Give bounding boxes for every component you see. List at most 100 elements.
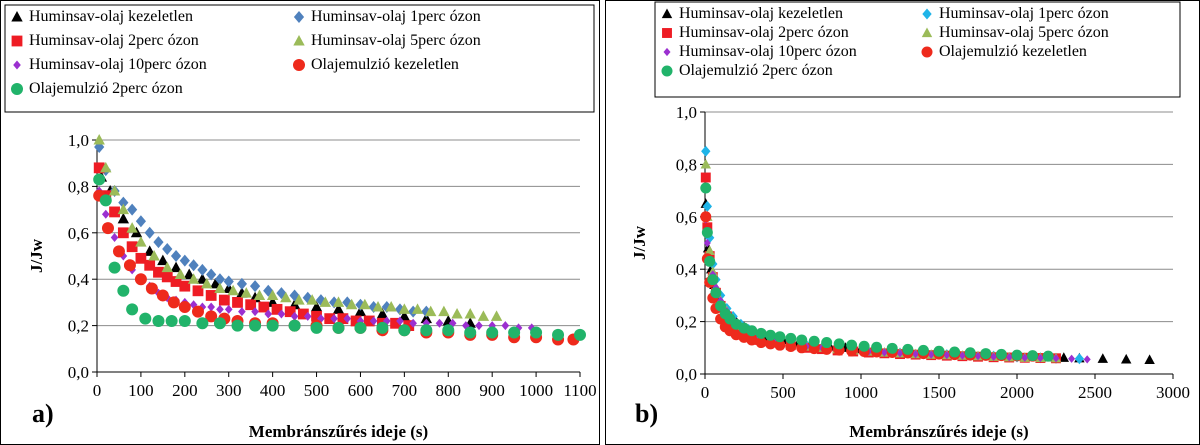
data-point: [117, 284, 130, 297]
x-tick-label: 1100: [563, 381, 596, 400]
data-point: [144, 226, 155, 239]
legend-marker: [661, 65, 673, 77]
data-point: [990, 352, 998, 361]
legend-label: Olajemulzió 2perc ózon: [29, 80, 183, 97]
legend-label: Huminsav-olaj 10perc ózon: [679, 43, 857, 60]
series-7: [93, 173, 586, 341]
data-point: [156, 289, 169, 302]
data-point: [403, 320, 415, 331]
data-point: [702, 200, 713, 212]
data-point: [263, 284, 274, 297]
data-point: [187, 273, 200, 284]
y-tick-label: 0,0: [676, 365, 697, 384]
data-point: [943, 351, 951, 360]
data-point: [949, 346, 961, 358]
data-point: [411, 303, 424, 314]
x-tick-label: 0: [701, 383, 710, 402]
data-point: [93, 134, 105, 145]
data-point: [700, 211, 712, 223]
data-point: [245, 299, 257, 311]
data-point: [933, 345, 945, 357]
data-point: [145, 282, 158, 295]
data-point: [236, 277, 247, 290]
legend-marker: [293, 59, 305, 71]
x-tick-label: 1000: [844, 383, 878, 402]
data-point: [178, 301, 191, 314]
data-point: [486, 326, 499, 339]
data-point: [774, 331, 786, 343]
chart-b: 0,0 0,2 0,4 0,6 0,8 1,0 0 500 1000 1500 2000 2500 30…: [605, 0, 1200, 445]
y-tick-label: 0,4: [68, 270, 90, 289]
data-point: [302, 291, 313, 304]
data-point: [846, 339, 858, 351]
data-point: [178, 314, 191, 327]
data-point: [258, 301, 270, 313]
data-point: [381, 301, 392, 314]
data-point: [232, 297, 243, 308]
data-point: [170, 250, 182, 262]
data-point: [249, 319, 262, 332]
data-point: [372, 301, 384, 312]
data-point: [345, 298, 358, 310]
data-point: [319, 296, 332, 307]
legend-label: Huminsav-olaj 1perc ózon: [311, 8, 481, 25]
x-axis-title: Membránszűrés ideje (s): [249, 422, 428, 441]
data-point: [152, 314, 165, 327]
legend-label: Huminsav-olaj kezeletlen: [29, 8, 193, 25]
data-point: [289, 289, 300, 302]
data-point: [324, 313, 336, 325]
data-point: [297, 308, 309, 320]
legend-label: Huminsav-olaj 5perc ózon: [939, 24, 1109, 41]
x-tick-label: 400: [260, 381, 286, 400]
data-point: [704, 255, 716, 267]
x-tick-label: 700: [392, 381, 418, 400]
data-point: [974, 352, 982, 361]
data-point: [700, 182, 712, 194]
data-point: [350, 315, 362, 327]
data-point: [153, 266, 164, 278]
data-point: [223, 275, 234, 288]
data-point: [117, 203, 130, 215]
data-point: [912, 349, 920, 359]
data-point: [266, 289, 279, 300]
data-point: [162, 243, 173, 256]
data-point: [508, 326, 521, 339]
data-point: [700, 172, 711, 183]
y-axis-title: J/Jw: [630, 225, 649, 260]
data-point: [112, 245, 125, 258]
data-point: [197, 263, 208, 276]
legend-label: Olajemulzió 2perc ózon: [679, 62, 833, 79]
data-point: [153, 236, 164, 249]
data-point: [207, 302, 215, 312]
data-point: [101, 222, 114, 235]
legend-label: Huminsav-olaj 10perc ózon: [29, 56, 207, 73]
x-tick-label: 600: [348, 381, 374, 400]
data-point: [205, 310, 218, 323]
data-point: [315, 294, 327, 307]
data-point: [293, 294, 305, 305]
data-point: [148, 250, 160, 261]
data-point: [179, 280, 191, 292]
data-point: [161, 261, 173, 273]
data-point: [238, 307, 246, 317]
x-tick-label: 3000: [1156, 383, 1190, 402]
data-point: [398, 310, 411, 321]
data-point: [755, 337, 767, 349]
x-tick-label: 500: [304, 381, 330, 400]
data-point: [249, 280, 261, 293]
data-point: [896, 349, 904, 358]
data-point: [161, 271, 173, 283]
data-point: [765, 338, 777, 350]
data-point: [359, 298, 371, 310]
x-tick-label: 500: [770, 383, 796, 402]
data-point: [311, 310, 322, 322]
data-point: [409, 318, 417, 328]
data-point: [425, 305, 437, 317]
data-point: [290, 311, 299, 321]
x-tick-label: 1500: [922, 383, 956, 402]
data-point: [99, 194, 112, 207]
data-point: [701, 227, 713, 239]
legend-label: Huminsav-olaj 1perc ózon: [939, 5, 1109, 22]
data-point: [216, 304, 224, 314]
data-point: [266, 319, 279, 332]
